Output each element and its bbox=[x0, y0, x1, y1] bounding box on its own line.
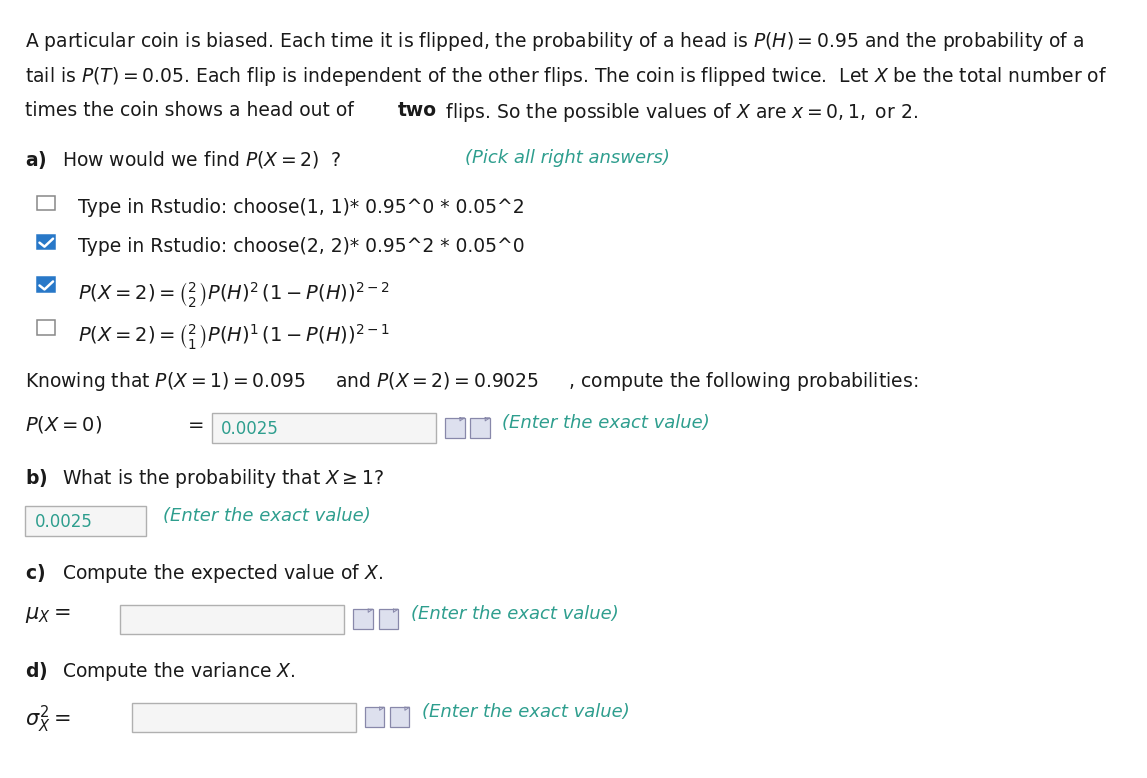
Text: $=$: $=$ bbox=[184, 414, 204, 433]
Text: Type in Rstudio: choose(2, 2)* 0.95^2 * 0.05^0: Type in Rstudio: choose(2, 2)* 0.95^2 * … bbox=[78, 237, 524, 256]
Bar bbox=[470, 418, 490, 438]
Text: Compute the variance $X$.: Compute the variance $X$. bbox=[62, 660, 296, 683]
Text: $P(X = 0)$: $P(X = 0)$ bbox=[25, 414, 102, 435]
Text: (Enter the exact value): (Enter the exact value) bbox=[422, 703, 630, 721]
Text: $P(X = 2) = \binom{2}{2}P(H)^2\,(1 - P(H))^{2-2}$: $P(X = 2) = \binom{2}{2}P(H)^2\,(1 - P(H… bbox=[78, 280, 390, 310]
Text: (Pick all right answers): (Pick all right answers) bbox=[465, 149, 670, 167]
FancyBboxPatch shape bbox=[37, 234, 55, 249]
FancyBboxPatch shape bbox=[37, 277, 55, 292]
Bar bbox=[445, 418, 465, 438]
Text: (Enter the exact value): (Enter the exact value) bbox=[163, 507, 370, 525]
FancyBboxPatch shape bbox=[37, 195, 55, 210]
Bar bbox=[353, 609, 373, 629]
Bar bbox=[132, 703, 356, 732]
Text: (Enter the exact value): (Enter the exact value) bbox=[411, 605, 618, 623]
Text: $\sigma^2_X =$: $\sigma^2_X =$ bbox=[25, 703, 71, 734]
Text: $\mathbf{c)}$: $\mathbf{c)}$ bbox=[25, 562, 46, 584]
Bar bbox=[365, 707, 384, 727]
Bar bbox=[25, 506, 146, 536]
Text: flips. So the possible values of $X$ are $x = 0, 1,$ or $2$.: flips. So the possible values of $X$ are… bbox=[440, 101, 919, 124]
Text: times the coin shows a head out of: times the coin shows a head out of bbox=[25, 101, 360, 120]
Text: $\mathbf{a)}$: $\mathbf{a)}$ bbox=[25, 149, 47, 171]
Text: Type in Rstudio: choose(1, 1)* 0.95^0 * 0.05^2: Type in Rstudio: choose(1, 1)* 0.95^0 * … bbox=[78, 198, 524, 217]
Text: two: two bbox=[398, 101, 437, 120]
Text: $P(X = 2) = \binom{2}{1}P(H)^1\,(1 - P(H))^{2-1}$: $P(X = 2) = \binom{2}{1}P(H)^1\,(1 - P(H… bbox=[78, 323, 390, 352]
Text: 0.0025: 0.0025 bbox=[34, 513, 92, 531]
Text: What is the probability that $X \geq 1$?: What is the probability that $X \geq 1$? bbox=[62, 467, 384, 490]
FancyBboxPatch shape bbox=[37, 320, 55, 335]
Bar bbox=[379, 609, 398, 629]
Text: How would we find $P(X = 2)$  ?: How would we find $P(X = 2)$ ? bbox=[62, 149, 349, 170]
Text: Knowing that $P(X = 1) = 0.095$     and $P(X = 2) = 0.9025$     , compute the fo: Knowing that $P(X = 1) = 0.095$ and $P(X… bbox=[25, 370, 919, 393]
Bar bbox=[120, 605, 344, 634]
Text: tail is $P(T) = 0.05$. Each flip is independent of the other flips. The coin is : tail is $P(T) = 0.05$. Each flip is inde… bbox=[25, 65, 1108, 89]
Text: (Enter the exact value): (Enter the exact value) bbox=[502, 414, 710, 432]
Text: 0.0025: 0.0025 bbox=[221, 420, 279, 438]
Text: $\mathbf{d)}$: $\mathbf{d)}$ bbox=[25, 660, 48, 682]
Text: $\mu_X =$: $\mu_X =$ bbox=[25, 605, 71, 626]
Text: Compute the expected value of $X$.: Compute the expected value of $X$. bbox=[62, 562, 383, 585]
Bar bbox=[212, 413, 436, 443]
Text: A particular coin is biased. Each time it is flipped, the probability of a head : A particular coin is biased. Each time i… bbox=[25, 30, 1084, 53]
Text: $\mathbf{b)}$: $\mathbf{b)}$ bbox=[25, 467, 48, 489]
Bar bbox=[390, 707, 409, 727]
